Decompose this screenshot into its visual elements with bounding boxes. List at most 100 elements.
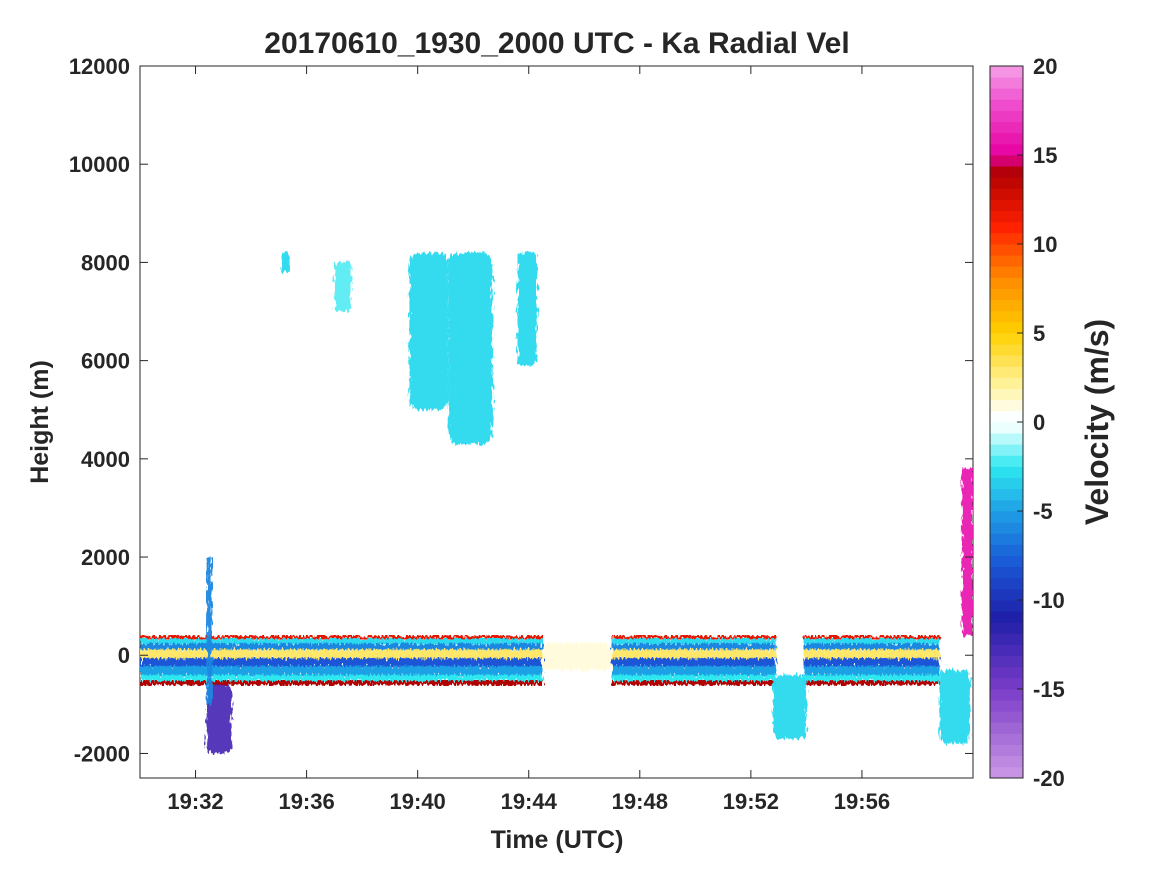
x-tick-label: 19:40 [390,789,446,814]
colorbar-swatch [990,177,1023,189]
colorbar-swatch [990,132,1023,145]
x-axis: 19:32 19:36 19:40 19:44 19:48 19:52 19:56 [167,66,890,814]
echo-region [773,674,807,739]
y-tick-label: 6000 [81,349,130,374]
colorbar-swatch [990,310,1023,323]
colorbar-swatch [990,588,1023,601]
echo-region [409,252,449,410]
colorbar-swatch [990,455,1023,467]
y-tick-label: -2000 [74,741,130,766]
colorbar-swatch [990,121,1023,134]
x-tick-label: 19:32 [167,789,223,814]
colorbar-swatch [990,388,1023,401]
colorbar-swatch [990,433,1023,445]
colorbar-swatch [990,633,1023,645]
x-tick-label: 19:44 [501,789,558,814]
colorbar-swatch [990,66,1023,78]
colorbar-swatch [990,522,1023,534]
colorbar-swatch [990,488,1023,501]
colorbar-swatch [990,288,1023,301]
echo-region [939,669,971,744]
colorbar-swatch [990,255,1023,267]
colorbar-swatch [990,266,1023,278]
colorbar-swatch [990,232,1023,245]
colorbar-swatch [990,355,1023,367]
colorbar-swatch [990,766,1023,779]
echo-region [334,262,352,312]
echo-region [140,635,232,686]
x-tick-label: 19:36 [278,789,334,814]
colorbar-tick-label: 15 [1033,143,1057,168]
colorbar-swatch [990,677,1023,690]
echo-regions [140,252,973,754]
colorbar-swatch [990,477,1023,490]
y-axis: -2000 0 2000 4000 6000 8000 10000 12000 [69,54,973,766]
y-tick-label: 10000 [69,152,130,177]
colorbar-swatch [990,422,1023,434]
colorbar-swatch [990,733,1023,746]
y-tick-label: 2000 [81,545,130,570]
colorbar-swatch [990,344,1023,356]
colorbar-swatch [990,299,1023,312]
colorbar-swatch [990,755,1023,768]
colorbar: -20 -15 -10 -5 0 5 10 15 20 [989,54,1065,791]
colorbar-swatch [990,244,1023,256]
y-tick-label: 12000 [69,54,130,79]
colorbar-swatch [990,555,1023,568]
colorbar-swatch [990,366,1023,378]
colorbar-swatch [990,666,1023,679]
echo-region [206,684,232,754]
colorbar-tick-label: 10 [1033,232,1057,257]
echo-region [961,468,973,636]
colorbar-swatch [990,199,1023,212]
colorbar-swatch [990,210,1023,223]
y-tick-label: 0 [118,643,130,668]
colorbar-swatch [990,399,1023,412]
colorbar-swatch [990,722,1023,734]
echo-region [231,635,543,686]
colorbar-swatch [990,88,1023,100]
colorbar-swatch [990,221,1023,234]
colorbar-swatch [990,700,1023,712]
echo-region [281,252,290,273]
colorbar-swatch [990,99,1023,111]
colorbar-swatch [990,333,1023,345]
colorbar-swatch [990,711,1023,723]
colorbar-swatch [990,499,1023,512]
colorbar-swatch [990,655,1023,668]
x-tick-label: 19:52 [723,789,779,814]
colorbar-swatch [990,77,1023,89]
colorbar-swatch [990,410,1023,423]
chart-title: 20170610_1930_2000 UTC - Ka Radial Vel [264,27,849,60]
colorbar-swatch [990,277,1023,289]
colorbar-swatch [990,188,1023,200]
y-tick-label: 4000 [81,447,130,472]
colorbar-swatch [990,577,1023,590]
colorbar-swatch [990,611,1023,623]
colorbar-swatch [990,166,1023,178]
x-axis-label: Time (UTC) [491,826,624,854]
colorbar-swatch [990,321,1023,334]
y-tick-label: 8000 [81,250,130,275]
colorbar-tick-label: 5 [1033,321,1045,346]
colorbar-swatch [990,544,1023,556]
x-tick-label: 19:48 [612,789,668,814]
colorbar-tick-label: -20 [1033,766,1065,791]
colorbar-swatch [990,466,1023,479]
colorbar-swatch [990,566,1023,579]
colorbar-swatch [990,533,1023,545]
echo-region [612,635,776,686]
x-tick-label: 19:56 [834,789,890,814]
echo-region [448,252,493,445]
colorbar-tick-label: 20 [1033,54,1057,79]
colorbar-tick-label: -5 [1033,499,1053,524]
colorbar-swatch [990,155,1023,167]
colorbar-swatch [990,511,1023,523]
colorbar-swatch [990,689,1023,701]
colorbar-swatch [990,744,1023,757]
colorbar-tick-label: 0 [1033,410,1045,435]
colorbar-tick-label: -10 [1033,588,1065,613]
colorbar-swatch [990,143,1023,156]
